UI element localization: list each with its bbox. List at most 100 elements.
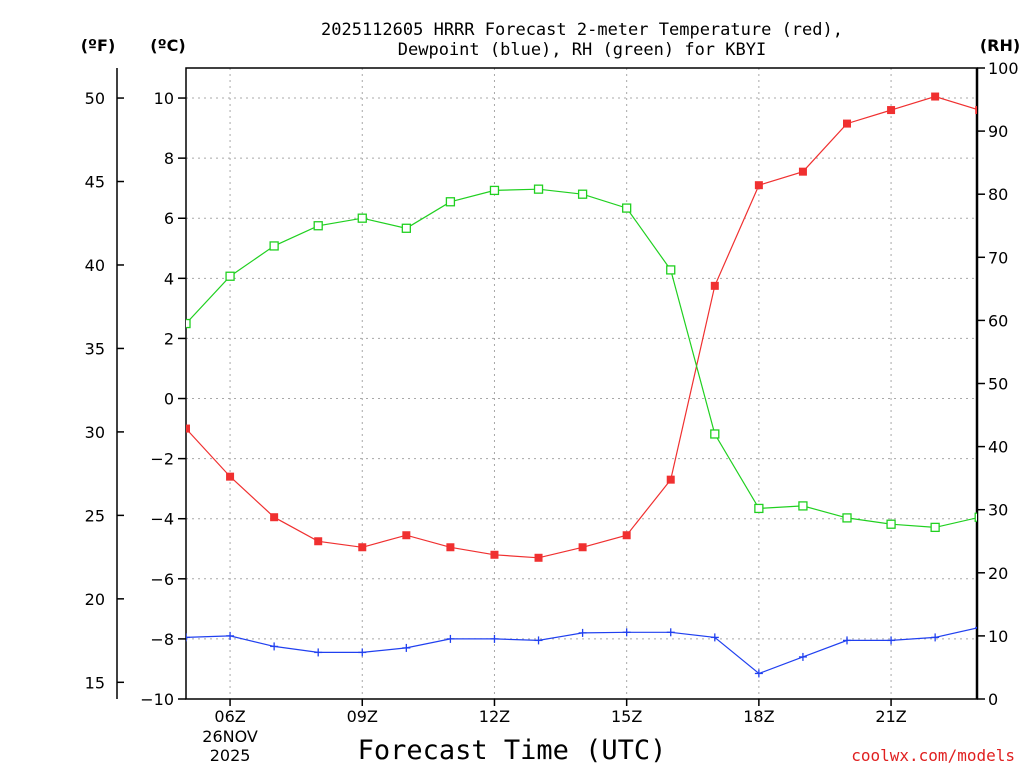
rh-tick-label: 100: [988, 59, 1019, 78]
rh-point: [357, 213, 367, 223]
series-line-temperature: [186, 95, 977, 559]
grid-lines: [186, 68, 977, 699]
dewpoint-point: [402, 643, 411, 652]
rh-point: [401, 223, 411, 233]
temperature-point: [887, 106, 896, 115]
temperature-point: [226, 472, 235, 481]
dewpoint-point: [798, 652, 807, 661]
dewpoint-point: [843, 636, 852, 645]
rh-point: [445, 197, 456, 207]
fahrenheit-unit-label: (ºF): [81, 36, 116, 55]
chart-title-line2: Dewpoint (blue), RH (green) for KBYI: [398, 40, 766, 60]
temperature-point: [446, 543, 455, 552]
series-dewpoint: [186, 626, 977, 678]
rh-point: [798, 501, 808, 511]
x-tick-label: 09Z: [347, 707, 378, 726]
temperature-point: [314, 537, 323, 546]
x-axis-title: Forecast Time (UTC): [358, 735, 667, 766]
temperature-point: [270, 513, 279, 522]
rh-tick-label: 10: [988, 627, 1008, 646]
x-tick-year: 2025: [210, 746, 251, 765]
temperature-point: [754, 181, 763, 190]
series-line-rh: [186, 188, 977, 529]
rh-point: [489, 185, 500, 196]
dewpoint-point: [887, 636, 896, 645]
dewpoint-point: [578, 628, 587, 637]
fahrenheit-tick-label: 30: [85, 423, 105, 442]
rh-tick-label: 70: [988, 248, 1008, 267]
celsius-tick-label: 10: [154, 89, 174, 108]
rh-tick-label: 60: [988, 311, 1008, 330]
celsius-tick-label: 2: [164, 329, 174, 348]
dewpoint-point: [446, 634, 455, 643]
fahrenheit-tick-label: 50: [85, 89, 105, 108]
plot-border: [185, 67, 978, 700]
x-tick-label: 21Z: [875, 707, 906, 726]
rh-tick-label: 50: [988, 375, 1008, 394]
rh-point: [622, 203, 632, 213]
dewpoint-point: [490, 634, 499, 643]
rh-point: [313, 221, 323, 231]
fahrenheit-tick-label: 45: [85, 173, 105, 192]
dewpoint-point: [710, 633, 719, 642]
dewpoint-point: [226, 631, 235, 640]
credit-text: coolwx.com/models: [851, 746, 1015, 765]
rh-point: [974, 512, 977, 522]
rh-unit-label: (RH): [980, 36, 1020, 55]
rh-point: [225, 271, 235, 281]
fahrenheit-tick-label: 40: [85, 256, 105, 275]
celsius-tick-label: −10: [140, 690, 174, 709]
temperature-point: [490, 550, 499, 559]
rh-tick-label: 30: [988, 501, 1008, 520]
dewpoint-point: [314, 648, 323, 657]
rh-tick-label: 80: [988, 185, 1008, 204]
fahrenheit-tick-label: 35: [85, 339, 105, 358]
x-tick-label: 15Z: [611, 707, 642, 726]
rh-point: [886, 519, 896, 529]
dewpoint-point: [186, 633, 190, 642]
temperature-point: [186, 424, 190, 433]
celsius-tick-label: 4: [164, 269, 174, 288]
temperature-point: [843, 119, 852, 128]
plot-frame: [116, 67, 979, 700]
series-temperature: [186, 92, 977, 562]
temperature-point: [798, 167, 807, 176]
temperature-point: [578, 543, 587, 552]
celsius-tick-label: 8: [164, 149, 174, 168]
rh-tick-label: 40: [988, 438, 1008, 457]
temperature-point: [402, 531, 411, 540]
x-tick-label: 12Z: [479, 707, 510, 726]
celsius-tick-label: −6: [150, 570, 174, 589]
x-tick-date: 26NOV: [202, 727, 258, 746]
dewpoint-point: [666, 628, 675, 637]
celsius-tick-label: 0: [164, 390, 174, 409]
rh-point: [930, 522, 940, 533]
fahrenheit-tick-label: 20: [85, 590, 105, 609]
chart-title-line1: 2025112605 HRRR Forecast 2-meter Tempera…: [321, 20, 843, 40]
rh-point: [577, 189, 588, 199]
rh-point: [666, 265, 676, 275]
fahrenheit-tick-label: 15: [85, 673, 105, 692]
rh-point: [754, 503, 764, 514]
temperature-point: [975, 106, 977, 115]
rh-tick-label: 20: [988, 564, 1008, 583]
rh-point: [186, 318, 191, 329]
x-tick-label: 06Z: [214, 707, 245, 726]
series-rh: [186, 184, 977, 533]
dewpoint-point: [754, 669, 763, 678]
rh-tick-label: 0: [988, 690, 998, 709]
temperature-point: [710, 281, 719, 290]
temperature-point: [534, 553, 543, 562]
celsius-tick-label: −8: [150, 630, 174, 649]
axes: 1086420−2−4−6−8−105045403530252015100908…: [85, 59, 1019, 765]
chart-title: 2025112605 HRRR Forecast 2-meter Tempera…: [321, 20, 843, 60]
dewpoint-point: [622, 628, 631, 637]
rh-point: [710, 429, 720, 439]
rh-tick-label: 90: [988, 122, 1008, 141]
temperature-point: [358, 543, 367, 552]
celsius-tick-label: −2: [150, 450, 174, 469]
celsius-tick-label: −4: [150, 510, 174, 529]
rh-point: [269, 241, 279, 251]
temperature-point: [622, 531, 631, 540]
